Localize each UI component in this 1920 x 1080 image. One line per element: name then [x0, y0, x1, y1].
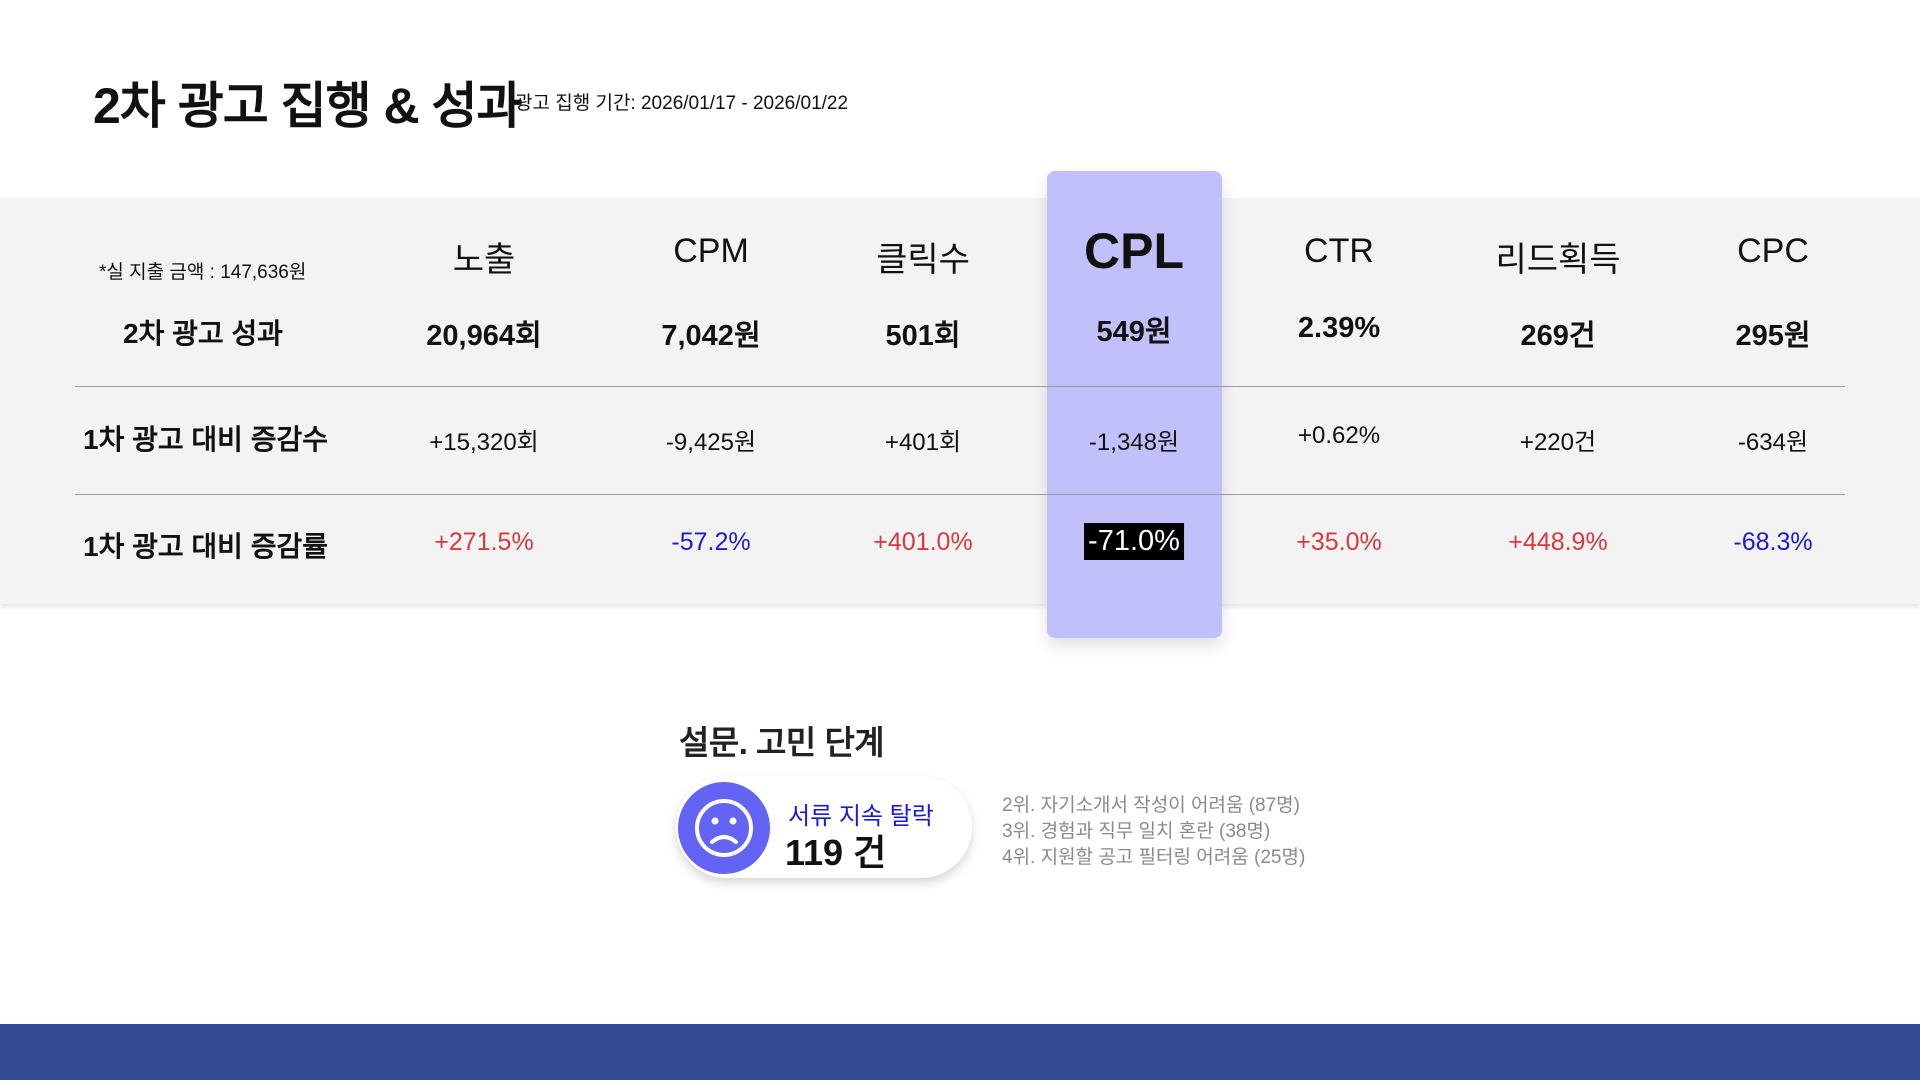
column-header-impressions: 노출: [452, 241, 516, 279]
page-title: 2차 광고 집행 & 성과: [93, 78, 522, 134]
rate-leads: +448.9%: [1508, 528, 1608, 556]
column-header-ctr: CTR: [1304, 232, 1374, 270]
column-header-cpl: CPL: [1084, 223, 1184, 279]
top-concern-label: 서류 지속 탈락: [788, 803, 934, 830]
value-cpc: 295원: [1735, 320, 1811, 352]
column-header-clicks: 클릭수: [876, 241, 970, 279]
rank-item: 4위. 지원할 공고 필터링 어려움 (25명): [1002, 847, 1306, 868]
survey-title: 설문. 고민 단계: [679, 724, 885, 761]
row-label-change-rate: 1차 광고 대비 증감률: [83, 531, 328, 562]
change-leads: +220건: [1519, 429, 1597, 456]
value-clicks: 501회: [885, 320, 961, 352]
metrics-table-band: [0, 198, 1920, 604]
change-cpm: -9,425원: [665, 429, 757, 456]
value-cpm: 7,042원: [661, 320, 761, 352]
row-divider: [75, 494, 1845, 495]
value-cpl: 549원: [1096, 316, 1172, 348]
change-cpc: -634원: [1737, 429, 1809, 456]
row-divider: [75, 386, 1845, 387]
cpl-column-highlight: [1047, 171, 1222, 638]
rank-item: 3위. 경험과 직무 일치 혼란 (38명): [1002, 821, 1271, 842]
row-label-change-count: 1차 광고 대비 증감수: [83, 424, 328, 455]
change-impressions: +15,320회: [429, 429, 539, 456]
rate-cpc: -68.3%: [1733, 528, 1813, 556]
rate-clicks: +401.0%: [873, 528, 973, 556]
rate-cpl-badge: -71.0%: [1084, 523, 1184, 560]
value-leads: 269건: [1520, 320, 1596, 352]
top-concern-count: 119 건: [785, 832, 887, 873]
rate-cpm: -57.2%: [671, 528, 751, 556]
footer-bar: [0, 1024, 1920, 1080]
column-header-leads: 리드획득: [1495, 241, 1621, 279]
change-clicks: +401회: [884, 429, 962, 456]
rate-impressions: +271.5%: [434, 528, 534, 556]
change-cpl: -1,348원: [1088, 429, 1180, 456]
column-header-cpc: CPC: [1737, 232, 1809, 270]
change-ctr: +0.62%: [1297, 422, 1381, 449]
sad-face-icon: [678, 782, 770, 874]
spend-note: *실 지출 금액 : 147,636원: [99, 262, 307, 283]
rate-ctr: +35.0%: [1296, 528, 1382, 556]
value-impressions: 20,964회: [426, 320, 542, 352]
column-header-cpm: CPM: [673, 232, 749, 270]
rank-item: 2위. 자기소개서 작성이 어려움 (87명): [1002, 795, 1300, 816]
row-label-performance: 2차 광고 성과: [123, 318, 283, 349]
campaign-period: 광고 집행 기간: 2026/01/17 - 2026/01/22: [515, 93, 849, 114]
value-ctr: 2.39%: [1297, 312, 1381, 344]
